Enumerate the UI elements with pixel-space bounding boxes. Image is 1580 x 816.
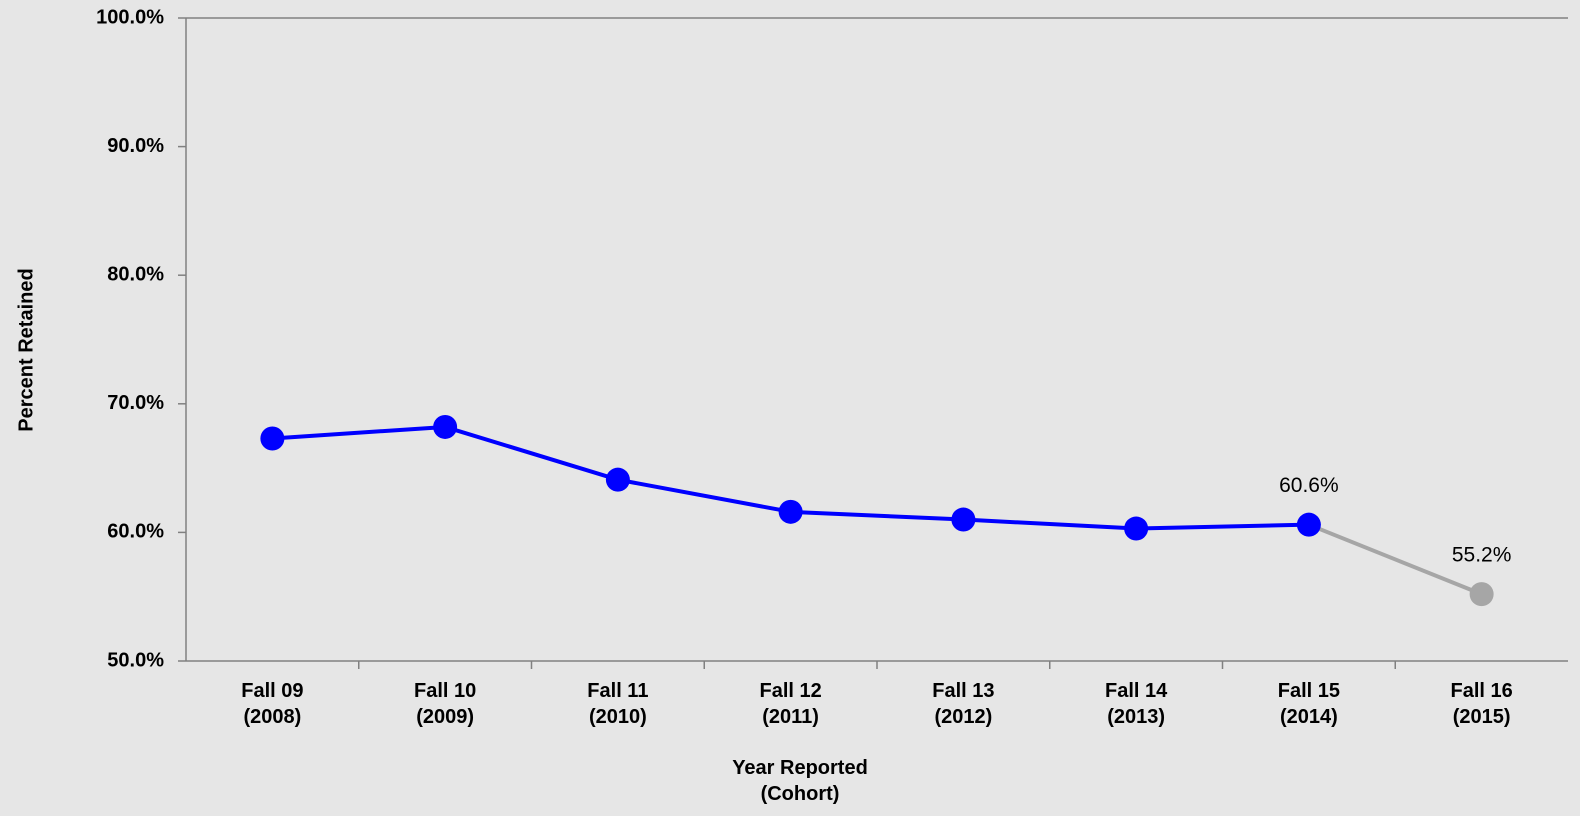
y-tick-label: 70.0% xyxy=(107,392,164,414)
data-label: 55.2% xyxy=(1452,544,1512,567)
y-tick-label: 50.0% xyxy=(107,649,164,671)
line-segment xyxy=(963,517,1137,531)
data-point xyxy=(260,426,285,451)
x-axis-label: Year Reported (Cohort) xyxy=(732,757,868,805)
y-tick-label: 60.0% xyxy=(107,521,164,543)
x-tick-label: Fall 12 (2011) xyxy=(759,680,822,728)
data-point xyxy=(605,467,630,492)
y-tick-label: 100.0% xyxy=(96,6,164,28)
x-tick-label: Fall 16 (2015) xyxy=(1450,680,1513,728)
x-tick-label: Fall 10 (2009) xyxy=(413,680,477,728)
y-tick-label: 90.0% xyxy=(107,135,164,157)
data-label: 60.6% xyxy=(1279,474,1339,497)
line-segment xyxy=(444,425,619,482)
y-axis-label: Percent Retained xyxy=(15,268,37,431)
x-tick-label: Fall 13 (2012) xyxy=(932,680,995,728)
line-segment xyxy=(790,509,964,522)
data-point xyxy=(951,507,976,532)
data-point xyxy=(1124,516,1149,541)
y-tick-label: 80.0% xyxy=(107,263,164,285)
line-segment xyxy=(617,477,791,514)
data-point xyxy=(1296,512,1321,537)
line-segment xyxy=(1136,522,1309,531)
data-point xyxy=(778,499,803,524)
data-point xyxy=(1469,582,1494,607)
x-tick-label: Fall 09 (2008) xyxy=(241,680,304,728)
line-segment xyxy=(1308,522,1483,596)
line-segment xyxy=(272,424,446,441)
x-tick-label: Fall 11 (2010) xyxy=(587,680,649,728)
x-tick-label: Fall 14 (2013) xyxy=(1104,680,1168,728)
data-point xyxy=(433,414,458,439)
x-tick-label: Fall 15 (2014) xyxy=(1277,680,1341,728)
